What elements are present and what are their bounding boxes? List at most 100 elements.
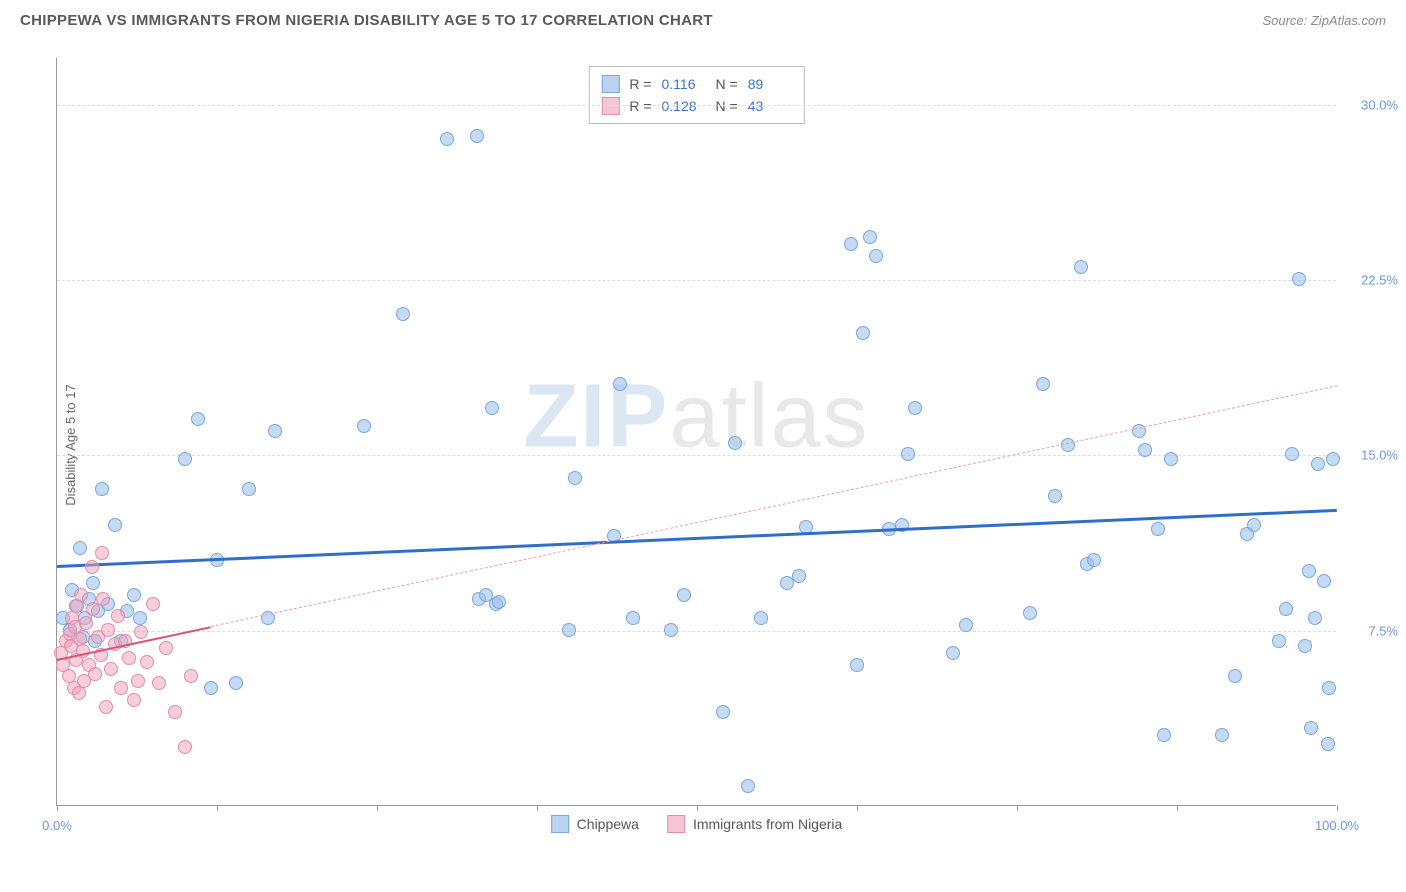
data-point <box>1151 522 1165 536</box>
r-label: R = <box>629 98 651 114</box>
source-attribution: Source: ZipAtlas.com <box>1262 13 1386 28</box>
data-point <box>1317 574 1331 588</box>
gridline <box>57 105 1336 106</box>
data-point <box>1302 564 1316 578</box>
data-point <box>104 662 118 676</box>
data-point <box>485 401 499 415</box>
data-point <box>741 779 755 793</box>
gridline <box>57 631 1336 632</box>
data-point <box>96 592 110 606</box>
data-point <box>728 436 742 450</box>
regression-line <box>57 509 1337 568</box>
data-point <box>95 546 109 560</box>
legend-item: Chippewa <box>551 815 639 833</box>
n-value: 89 <box>748 76 792 92</box>
legend-swatch <box>551 815 569 833</box>
plot-area: ZIPatlas R =0.116N =89R =0.128N =43 Chip… <box>56 58 1336 806</box>
data-point <box>108 518 122 532</box>
stats-legend-row: R =0.116N =89 <box>601 73 791 95</box>
data-point <box>1285 447 1299 461</box>
data-point <box>568 471 582 485</box>
legend-swatch <box>601 97 619 115</box>
watermark-part1: ZIP <box>523 366 669 466</box>
watermark: ZIPatlas <box>523 365 869 468</box>
y-tick-label: 30.0% <box>1361 97 1398 112</box>
data-point <box>184 669 198 683</box>
data-point <box>844 237 858 251</box>
data-point <box>470 129 484 143</box>
x-tick-label: 100.0% <box>1315 818 1359 833</box>
x-tick <box>857 805 858 811</box>
data-point <box>850 658 864 672</box>
data-point <box>1087 553 1101 567</box>
data-point <box>1292 272 1306 286</box>
legend-item: Immigrants from Nigeria <box>667 815 842 833</box>
data-point <box>863 230 877 244</box>
data-point <box>396 307 410 321</box>
x-tick <box>377 805 378 811</box>
data-point <box>677 588 691 602</box>
data-point <box>664 623 678 637</box>
data-point <box>1311 457 1325 471</box>
data-point <box>178 452 192 466</box>
data-point <box>73 541 87 555</box>
n-label: N = <box>716 98 738 114</box>
y-tick-label: 15.0% <box>1361 448 1398 463</box>
data-point <box>754 611 768 625</box>
data-point <box>626 611 640 625</box>
data-point <box>122 651 136 665</box>
data-point <box>111 609 125 623</box>
x-tick <box>697 805 698 811</box>
y-tick-label: 7.5% <box>1368 623 1398 638</box>
r-label: R = <box>629 76 651 92</box>
data-point <box>901 447 915 461</box>
data-point <box>1228 669 1242 683</box>
stats-legend: R =0.116N =89R =0.128N =43 <box>588 66 804 124</box>
data-point <box>1036 377 1050 391</box>
x-tick-label: 0.0% <box>42 818 72 833</box>
data-point <box>204 681 218 695</box>
data-point <box>1272 634 1286 648</box>
x-tick <box>1177 805 1178 811</box>
x-tick <box>57 805 58 811</box>
data-point <box>74 588 88 602</box>
data-point <box>85 560 99 574</box>
data-point <box>1074 260 1088 274</box>
regression-extrapolate <box>210 385 1337 627</box>
data-point <box>140 655 154 669</box>
r-value: 0.128 <box>662 98 706 114</box>
data-point <box>168 705 182 719</box>
y-tick-label: 22.5% <box>1361 273 1398 288</box>
data-point <box>1023 606 1037 620</box>
gridline <box>57 280 1336 281</box>
data-point <box>134 625 148 639</box>
data-point <box>95 482 109 496</box>
data-point <box>1048 489 1062 503</box>
data-point <box>1279 602 1293 616</box>
data-point <box>1298 639 1312 653</box>
data-point <box>101 623 115 637</box>
data-point <box>562 623 576 637</box>
data-point <box>792 569 806 583</box>
data-point <box>780 576 794 590</box>
x-tick <box>537 805 538 811</box>
data-point <box>1164 452 1178 466</box>
legend-label: Immigrants from Nigeria <box>693 816 842 832</box>
legend-swatch <box>601 75 619 93</box>
data-point <box>178 740 192 754</box>
x-tick <box>217 805 218 811</box>
data-point <box>131 674 145 688</box>
data-point <box>613 377 627 391</box>
data-point <box>1138 443 1152 457</box>
data-point <box>1326 452 1340 466</box>
n-label: N = <box>716 76 738 92</box>
data-point <box>88 667 102 681</box>
data-point <box>357 419 371 433</box>
data-point <box>1308 611 1322 625</box>
data-point <box>79 616 93 630</box>
chart-container: Disability Age 5 to 17 ZIPatlas R =0.116… <box>48 50 1388 840</box>
stats-legend-row: R = 0.128 N = 43 <box>601 95 791 117</box>
watermark-part2: atlas <box>669 366 869 466</box>
n-value: 43 <box>748 98 792 114</box>
series-legend: Chippewa Immigrants from Nigeria <box>551 815 843 833</box>
